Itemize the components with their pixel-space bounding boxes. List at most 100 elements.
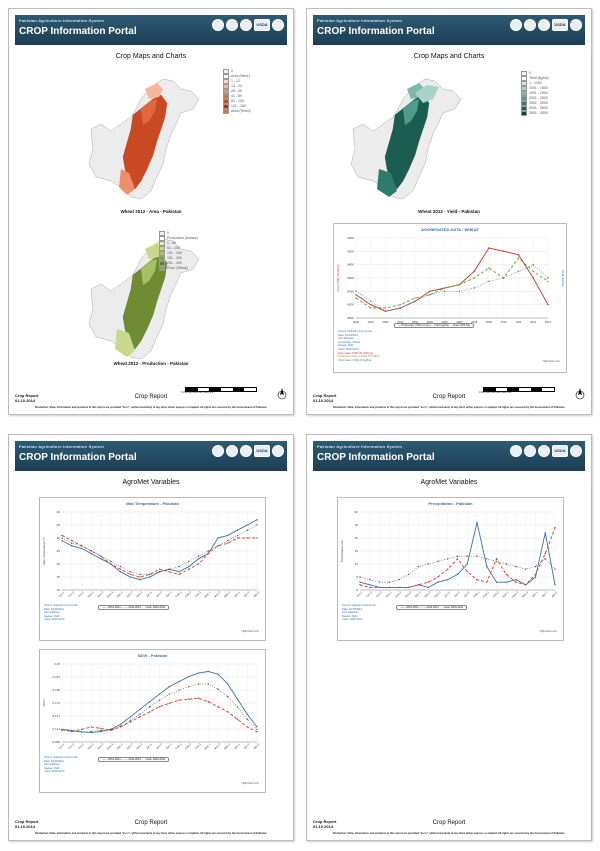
report-page-2: Pakistan Agriculture Information System … — [306, 8, 592, 415]
x-tick-label: Jan-3 — [165, 742, 173, 750]
data-point — [158, 699, 161, 701]
data-point — [139, 573, 141, 576]
y-tick-label: 8000 — [347, 316, 354, 320]
x-tick-label: Feb-3 — [194, 742, 202, 750]
data-point — [447, 558, 449, 560]
system-name: Pakistan Agriculture Information System — [19, 444, 105, 449]
data-point — [110, 563, 112, 565]
data-point — [236, 698, 239, 700]
footer-title: Crop Report — [432, 820, 466, 826]
data-point — [399, 303, 402, 306]
y-tick-label: 10 — [355, 562, 359, 566]
data-point — [246, 524, 248, 526]
data-point — [119, 568, 122, 570]
data-point — [207, 701, 209, 703]
x-tick-label: Jan-1 — [145, 742, 153, 750]
data-point — [236, 706, 239, 708]
data-point — [502, 250, 505, 253]
portal-banner: Pakistan Agriculture Information System … — [15, 441, 287, 471]
x-tick-label: Nov-3 — [106, 742, 114, 750]
data-point — [119, 723, 122, 726]
y-tick-label: 25 — [355, 523, 359, 527]
x-tick-label: Feb-3 — [194, 590, 202, 598]
data-point — [139, 708, 141, 710]
data-point — [168, 702, 170, 704]
data-point — [80, 545, 83, 547]
yield-map-caption: Wheat 2012 - Yield - Pakistan — [418, 209, 480, 214]
x-tick-label: Mar-1 — [502, 590, 510, 598]
portal-banner: Pakistan Agriculture Information System … — [313, 441, 585, 471]
x-tick-label: Nov-2 — [394, 590, 402, 598]
portal-banner: Pakistan Agriculture Information System … — [313, 15, 585, 45]
report-label-block: Crop Report 01.10.2014 — [313, 393, 336, 403]
data-point — [61, 534, 63, 537]
x-tick-label: 2006 — [441, 320, 448, 324]
x-tick-label: Apr-3 — [252, 742, 260, 750]
data-point — [476, 521, 478, 524]
x-tick-label: Apr-1 — [233, 590, 241, 598]
x-tick-label: Mar-3 — [223, 742, 231, 750]
x-tick-label: Oct-2 — [67, 742, 75, 750]
data-point — [110, 560, 112, 563]
usda-logo-icon: USDA — [552, 19, 568, 31]
legend-label: Area (Tehsil) — [231, 109, 251, 113]
legend-label: 121 - 160 — [231, 104, 246, 108]
meta-line: Years: 2000-2013 — [44, 618, 65, 622]
report-date: 01.10.2014 — [313, 397, 334, 403]
y-tick-label: 0.172 — [52, 701, 60, 705]
data-point — [534, 576, 537, 578]
legend-swatch — [521, 81, 527, 86]
data-point — [90, 550, 92, 552]
chart-title: Precipitation - Pakistan — [428, 501, 473, 506]
meta-line: Commodity: Wheat — [338, 340, 361, 344]
report-date: 01.10.2014 — [15, 397, 36, 403]
data-point — [90, 731, 92, 734]
data-point — [207, 552, 209, 555]
legend-label: 2001 - 2500 — [529, 96, 548, 100]
meta-line: Years: 2000-2013 — [338, 347, 359, 351]
data-point — [486, 565, 488, 568]
data-point — [547, 303, 549, 306]
meta-line: Area mean: 8,557.93 ('000 ha) — [338, 351, 374, 355]
y-tick-label: 8400 — [347, 289, 354, 293]
data-point — [427, 581, 429, 583]
x-tick-label: Oct-2 — [67, 590, 75, 598]
data-point — [227, 542, 229, 544]
data-point — [443, 287, 446, 289]
x-tick-label: Jan-1 — [443, 590, 451, 598]
legend-label: Prod. (Tehsil) — [167, 266, 188, 270]
data-point — [495, 560, 498, 563]
legend-swatch — [521, 71, 527, 76]
x-tick-label: Mar-2 — [511, 590, 519, 598]
x-tick-label: 2013 — [545, 320, 552, 324]
legend-label: Area (Hect.) — [231, 74, 250, 78]
series-line — [355, 247, 549, 312]
data-point — [359, 576, 361, 578]
legend-label: 1 - 12 — [231, 79, 240, 83]
legend-swatch — [159, 256, 165, 261]
meta-line: Season: Rabi — [44, 766, 60, 770]
data-point — [554, 568, 556, 570]
data-point — [544, 552, 546, 555]
report-date: 01.10.2014 — [15, 823, 36, 829]
footer-title: Crop Report — [432, 394, 466, 400]
x-tick-label: Jan-3 — [165, 590, 173, 598]
data-point — [178, 680, 180, 683]
data-point — [149, 711, 151, 713]
system-name: Pakistan Agriculture Information System — [317, 18, 403, 23]
data-point — [178, 571, 180, 573]
x-tick-label: Apr-1 — [233, 742, 241, 750]
data-point — [139, 716, 141, 718]
x-tick-label: Feb-2 — [482, 590, 490, 598]
legend-swatch — [159, 261, 165, 266]
x-tick-label: 2011 — [515, 320, 521, 324]
x-tick-label: Dec-1 — [116, 590, 124, 598]
legend-swatch — [223, 89, 229, 94]
x-tick-label: Mar-1 — [204, 742, 212, 750]
legend-label: 51 - 100 — [167, 246, 180, 250]
data-point — [61, 539, 63, 542]
x-tick-label: Nov-1 — [384, 590, 392, 598]
data-point — [197, 563, 200, 565]
x-tick-label: Mar-1 — [204, 590, 212, 598]
y-tick-label: 0 — [356, 588, 358, 592]
